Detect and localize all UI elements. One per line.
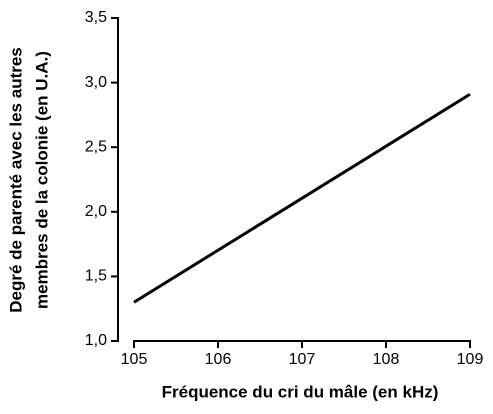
x-tick-label: 105 [121, 351, 148, 368]
y-tick-label: 3,5 [85, 9, 107, 26]
y-tick-label: 1,0 [85, 332, 107, 349]
x-tick-label: 109 [457, 351, 484, 368]
y-tick-label: 2,5 [85, 138, 107, 155]
y-axis-title: membres de la colonie (en U.A.) [32, 51, 51, 309]
x-tick-label: 106 [205, 351, 232, 368]
x-axis-title: Fréquence du cri du mâle (en kHz) [162, 382, 439, 401]
y-axis-title: Degré de parenté avec les autres [6, 47, 25, 313]
data-line [133, 92, 471, 304]
x-tick-label: 107 [289, 351, 316, 368]
y-tick-label: 3,0 [85, 74, 107, 91]
y-tick-label: 1,5 [85, 268, 107, 285]
y-tick-label: 2,0 [85, 203, 107, 220]
x-tick-label: 108 [373, 351, 400, 368]
